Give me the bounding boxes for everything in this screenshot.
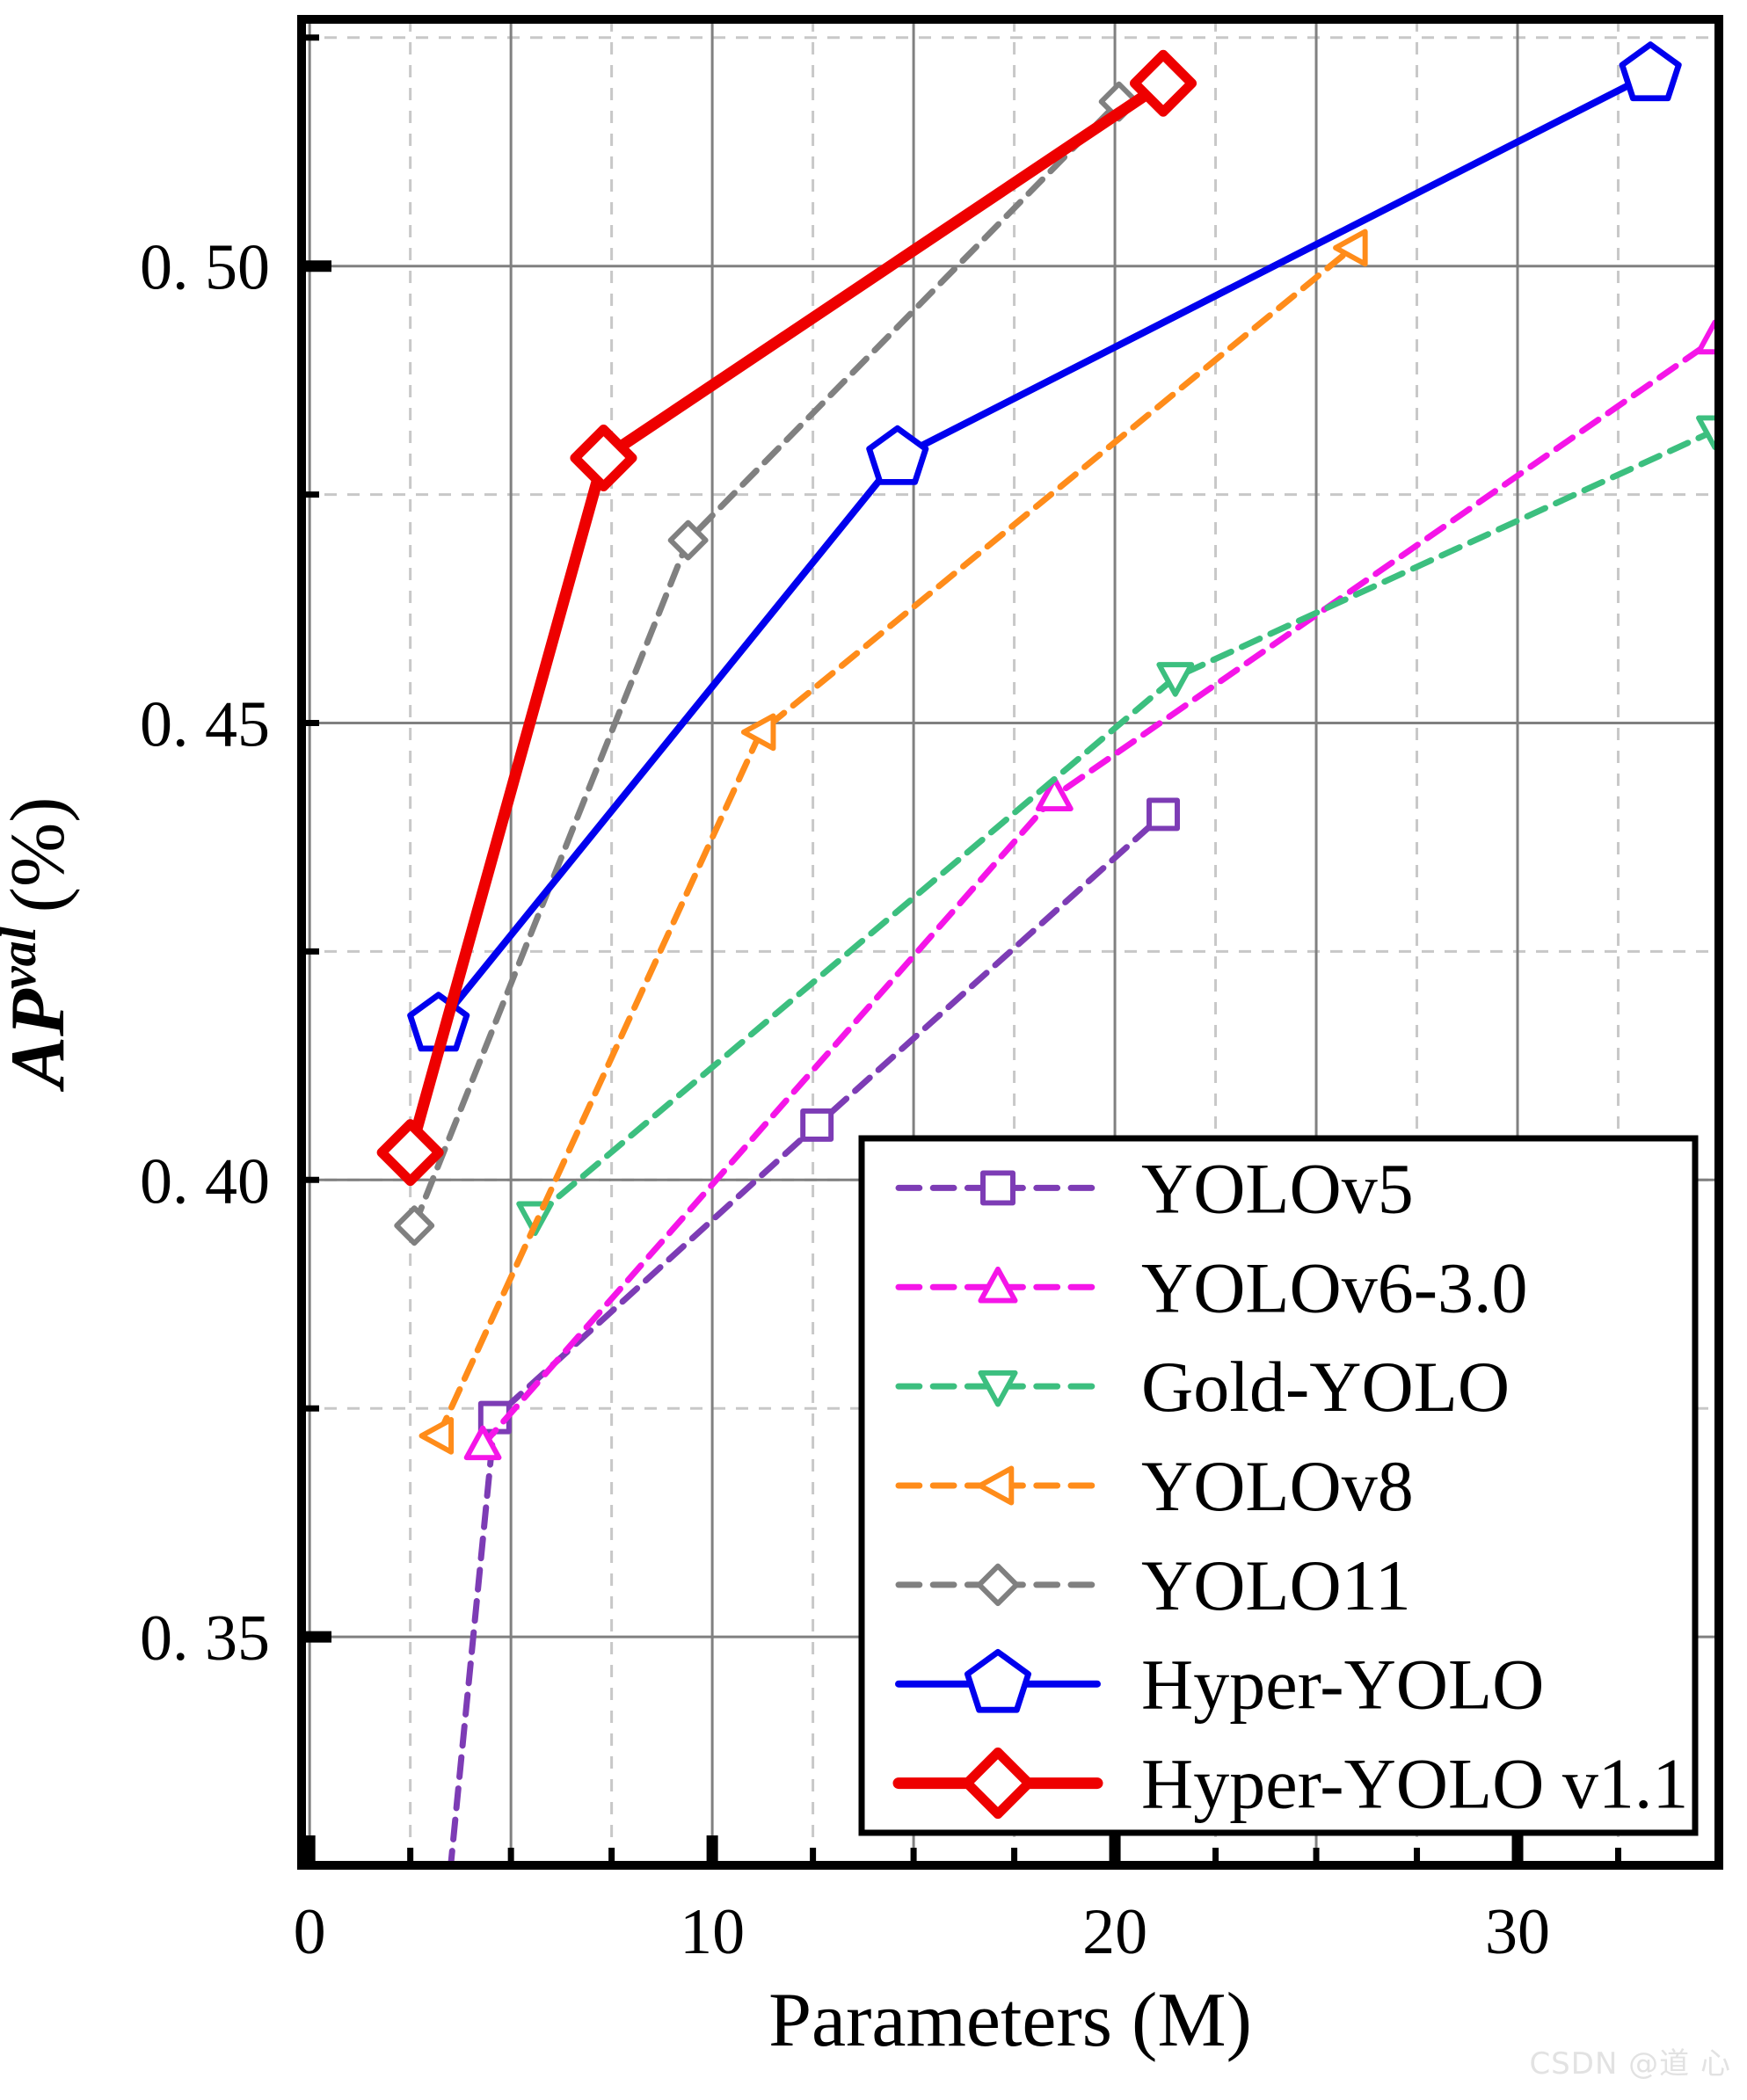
- data-point-marker: [419, 1417, 455, 1455]
- series-hyper-yolo-v1-1: [376, 49, 1197, 1187]
- data-point-marker: [800, 1108, 834, 1142]
- legend-marker-sample: [976, 1563, 1020, 1607]
- y-tick-label: 0. 45: [140, 688, 270, 760]
- axis-tick-labels: 0 10 20 30 0. 35 0. 40 0. 45 0. 50: [140, 232, 1550, 1968]
- series-group: [376, 41, 1719, 1865]
- x-tick-label: 30: [1485, 1896, 1550, 1968]
- legend: YOLOv5 YOLOv6-3.0 Gold-YOLO YOLOv8 YOLO11 Hyp…: [858, 1135, 1699, 1836]
- legend-marker-sample: [980, 1170, 1015, 1206]
- data-point-marker: [570, 424, 637, 492]
- legend-item-hyper-yolo[interactable]: Hyper-YOLO: [895, 1645, 1544, 1725]
- data-point-marker: [1333, 229, 1368, 267]
- legend-marker-sample: [978, 1370, 1018, 1407]
- data-point-marker: [740, 713, 776, 752]
- x-tick-label: 0: [294, 1896, 326, 1968]
- data-point-marker: [477, 1400, 512, 1435]
- legend-label: Hyper-YOLO v1.1: [1141, 1744, 1688, 1824]
- y-tick-label: 0. 50: [140, 232, 270, 304]
- series-yolov8: [419, 229, 1368, 1455]
- legend-item-yolo11[interactable]: YOLO11: [895, 1545, 1411, 1625]
- legend-label: YOLOv5: [1141, 1148, 1414, 1228]
- data-point-marker: [1035, 776, 1074, 812]
- watermark-text: CSDN @道 心: [1529, 2046, 1731, 2082]
- axis-ticks: [302, 34, 1722, 1865]
- legend-marker-sample: [977, 1465, 1015, 1506]
- data-point-marker: [1619, 41, 1682, 102]
- data-point-marker: [1156, 662, 1195, 697]
- y-axis-title: APval(%): [0, 796, 81, 1092]
- data-point-marker: [394, 1205, 435, 1246]
- legend-item-hyper-yolo-v1-1[interactable]: Hyper-YOLO v1.1: [892, 1744, 1688, 1824]
- series-yolov5: [448, 797, 1180, 1865]
- x-axis-title: Parameters (M): [768, 1978, 1252, 2063]
- legend-label: Hyper-YOLO: [1141, 1645, 1544, 1725]
- data-point-marker: [1129, 49, 1197, 117]
- legend-label: YOLOv8: [1141, 1446, 1414, 1526]
- legend-item-gold-yolo[interactable]: Gold-YOLO: [895, 1347, 1510, 1427]
- axis-frame: [297, 15, 1723, 1870]
- series-line: [448, 810, 1167, 1865]
- y-tick-label: 0. 35: [140, 1602, 270, 1675]
- legend-marker-sample: [962, 1748, 1034, 1820]
- legend-item-yolov8[interactable]: YOLOv8: [895, 1446, 1414, 1526]
- data-point-marker: [463, 1425, 502, 1461]
- legend-label: YOLOv6-3.0: [1141, 1247, 1528, 1327]
- data-point-marker: [376, 1119, 444, 1187]
- legend-item-yolov6-3-0[interactable]: YOLOv6-3.0: [895, 1247, 1528, 1327]
- y-tick-label: 0. 40: [140, 1145, 270, 1217]
- legend-marker-sample: [978, 1266, 1018, 1304]
- axes-spines: [297, 15, 1723, 1870]
- legend-label: Gold-YOLO: [1141, 1347, 1510, 1427]
- data-point-marker: [667, 520, 709, 561]
- data-point-marker: [1146, 797, 1180, 832]
- legend-marker-sample: [964, 1648, 1032, 1713]
- y-axis-title-text: APval(%): [0, 796, 81, 1092]
- data-point-marker: [866, 425, 929, 485]
- x-tick-label: 10: [680, 1896, 745, 1968]
- legend-label: YOLO11: [1141, 1545, 1411, 1625]
- x-tick-label: 20: [1082, 1896, 1147, 1968]
- legend-item-yolov5[interactable]: YOLOv5: [895, 1148, 1414, 1228]
